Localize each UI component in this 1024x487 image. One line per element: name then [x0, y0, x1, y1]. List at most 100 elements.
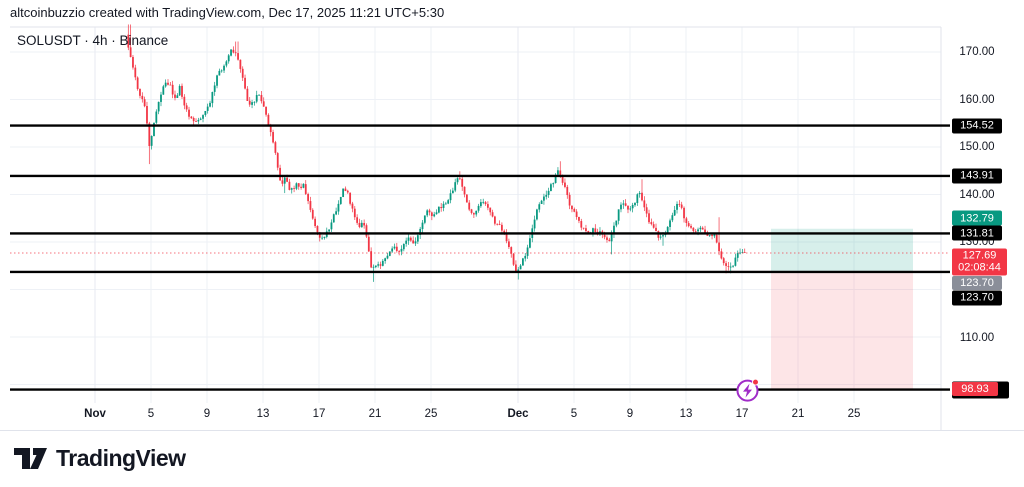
candle-body	[510, 247, 513, 254]
candle-body	[587, 230, 590, 233]
candle-body	[181, 85, 183, 97]
candle-body	[132, 56, 134, 68]
candle-body	[412, 240, 415, 244]
candle-body	[711, 234, 713, 236]
candle-body	[146, 106, 148, 124]
candle-body	[384, 258, 387, 262]
candle-body	[202, 115, 204, 119]
candle-body	[171, 84, 174, 95]
candle-body	[655, 227, 657, 232]
candle-body	[704, 229, 706, 233]
candle-body	[241, 68, 244, 78]
candle-body	[288, 181, 291, 190]
price-axis[interactable]: 170.00 160.00 150.00 140.00 130.00 110.00 154.…	[941, 27, 1024, 430]
candle-body	[381, 260, 384, 266]
candle-body	[155, 111, 158, 123]
candle-body	[629, 208, 632, 210]
candle-body	[676, 203, 678, 210]
candle-body	[309, 201, 312, 210]
candle-body	[592, 228, 594, 233]
candle-body	[508, 241, 510, 248]
candle-body	[290, 188, 293, 190]
candle-body	[505, 233, 508, 242]
candle-body	[547, 190, 550, 195]
candle-body	[395, 246, 398, 251]
candle-body	[543, 196, 545, 201]
candle-body	[297, 183, 300, 187]
candle-body	[307, 194, 309, 202]
candle-body	[501, 224, 503, 231]
candle-body	[536, 209, 538, 220]
candle-body	[739, 252, 741, 254]
time-axis-label: 13	[256, 408, 270, 420]
price-level-badge: 123.70	[952, 275, 1002, 290]
position-loss-box[interactable]	[771, 271, 913, 390]
candle-body	[183, 96, 186, 106]
candle-body	[220, 70, 223, 72]
footer-bar: TradingView	[0, 431, 1024, 487]
candle-body	[725, 263, 727, 266]
candle-body	[615, 220, 618, 226]
candle-body	[204, 110, 207, 115]
candle-body	[512, 253, 515, 265]
candlesticks-layer	[127, 24, 746, 282]
candle-body	[246, 88, 249, 101]
tradingview-logo-icon	[14, 447, 47, 469]
candle-body	[407, 237, 410, 241]
candle-body	[260, 94, 263, 102]
candle-body	[190, 116, 193, 119]
candle-body	[613, 225, 615, 235]
candle-body	[169, 84, 172, 86]
price-level-badge: 131.81	[952, 225, 1002, 241]
candle-body	[192, 117, 195, 122]
candle-body	[188, 109, 190, 117]
tradingview-logo[interactable]: TradingView	[14, 445, 186, 472]
candle-body	[578, 216, 580, 221]
candle-body	[573, 208, 576, 212]
candle-body	[141, 95, 144, 100]
badge-price: 131.81	[960, 227, 994, 239]
candle-body	[519, 265, 522, 270]
candle-body	[258, 94, 260, 96]
candle-body	[435, 212, 438, 215]
candle-body	[430, 212, 433, 217]
candle-body	[337, 203, 340, 212]
time-axis-label: Nov	[84, 408, 106, 420]
candle-body	[552, 183, 555, 185]
candle-body	[545, 194, 548, 197]
candle-body	[393, 246, 396, 249]
candle-body	[482, 201, 485, 203]
candle-body	[641, 192, 643, 201]
candle-body	[227, 55, 230, 62]
candle-body	[323, 236, 326, 238]
candle-body	[736, 253, 739, 258]
candle-body	[503, 230, 506, 234]
time-axis-label: 13	[679, 408, 693, 420]
candle-body	[690, 225, 692, 228]
price-level-badge: 154.52	[952, 118, 1002, 133]
candle-body	[533, 219, 536, 229]
candle-body	[129, 47, 132, 58]
candle-body	[692, 227, 695, 232]
time-axis-label: 17	[735, 408, 749, 420]
alert-active-dot	[752, 378, 759, 386]
candle-body	[398, 251, 401, 252]
candle-body	[732, 265, 734, 267]
time-axis-label: 9	[626, 408, 634, 420]
time-axis[interactable]: Nov 5 9 13 17 21 25 Dec 5 9 13 17 21 25	[0, 403, 941, 430]
candle-body	[150, 135, 153, 146]
candle-body	[360, 222, 363, 228]
candle-body	[239, 59, 242, 69]
candle-body	[538, 204, 541, 210]
price-level-badge: 123.70	[952, 290, 1002, 305]
position-profit-box[interactable]	[771, 228, 913, 272]
candle-body	[216, 75, 218, 86]
time-axis-label: Dec	[507, 408, 529, 420]
alert-icon[interactable]	[736, 378, 759, 402]
time-axis-label: 21	[791, 408, 805, 420]
candle-body	[610, 234, 613, 242]
candle-body	[720, 251, 723, 259]
candle-body	[344, 188, 347, 192]
candle-body	[286, 177, 288, 182]
